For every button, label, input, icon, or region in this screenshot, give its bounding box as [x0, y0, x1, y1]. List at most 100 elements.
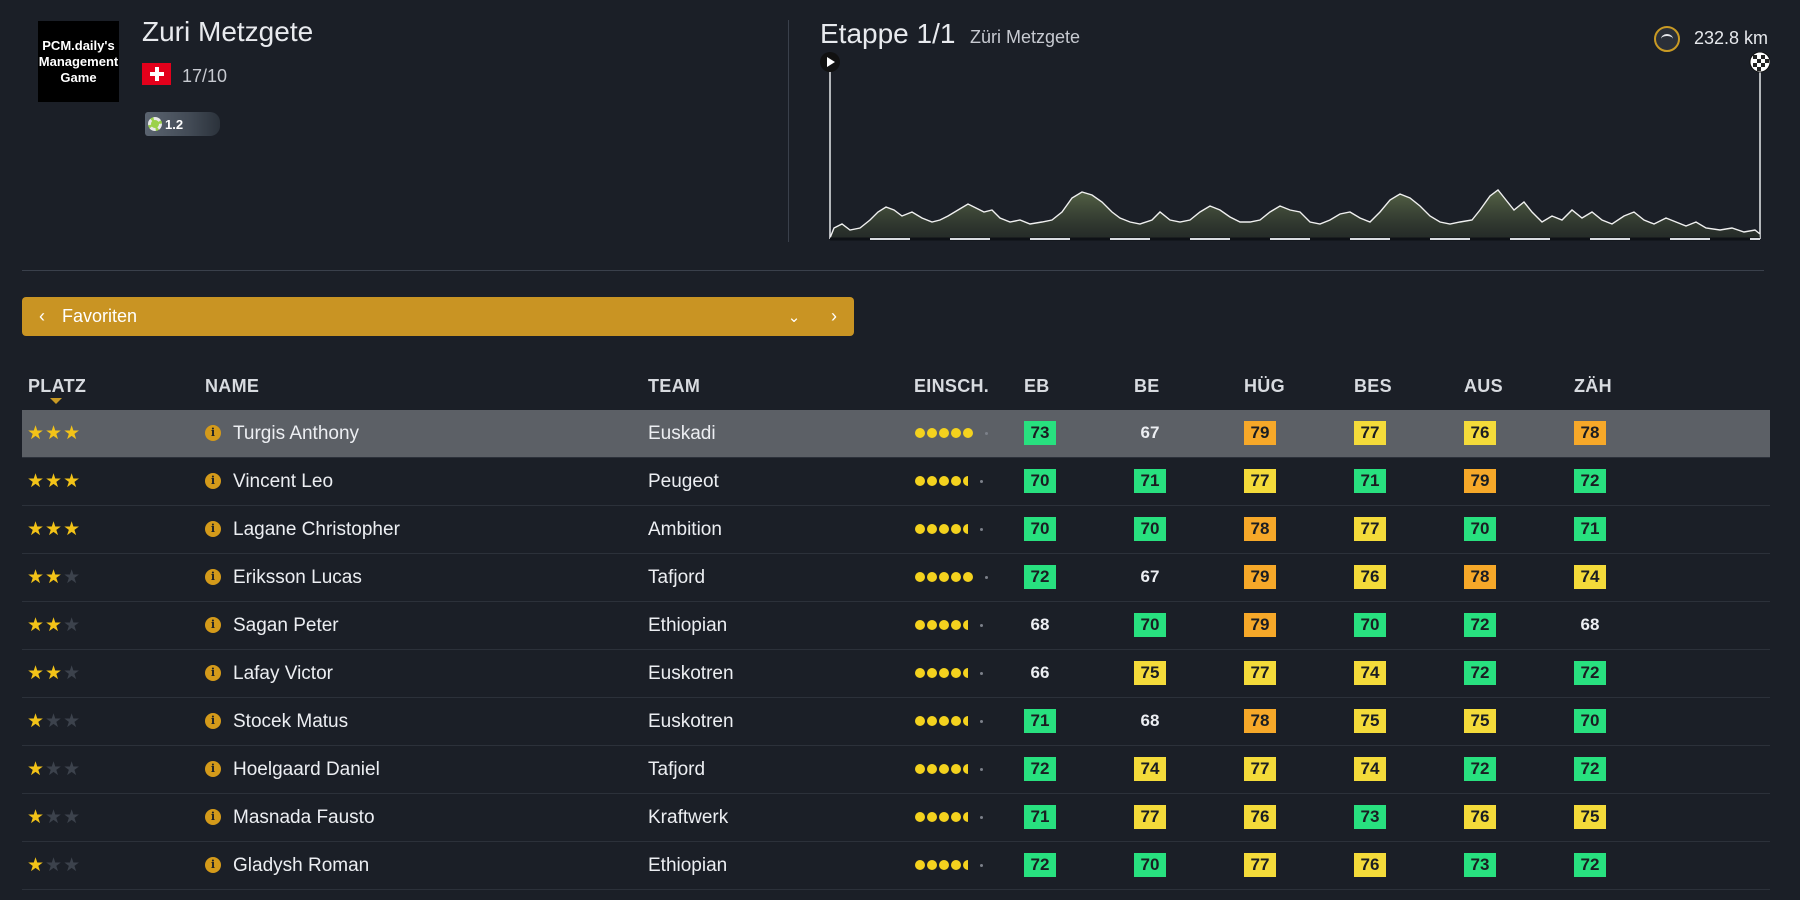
rider-name[interactable]: Lagane Christopher [233, 519, 400, 540]
filter-bar[interactable]: ‹ Favoriten ⌄ › [22, 297, 854, 336]
distance-icon [1654, 26, 1680, 52]
col-header-aus[interactable]: AUS [1464, 376, 1503, 396]
info-icon[interactable]: i [205, 665, 221, 681]
table-row[interactable]: ★★★ i Hoelgaard Daniel Tafjord 72 74 77 74 72 72 [22, 746, 1770, 794]
star-filled-icon: ★ [45, 471, 64, 492]
form-dot-icon [951, 476, 961, 486]
rating-stars: ★★★ [27, 664, 81, 684]
table-row[interactable]: ★★★ i Gladysh Roman Ethiopian 72 70 77 76 73 72 [22, 842, 1770, 890]
rider-name[interactable]: Turgis Anthony [233, 423, 360, 444]
form-half-dot-icon [963, 524, 968, 534]
form-dot-icon [951, 572, 961, 582]
logo-text: PCM.daily's Management Game [38, 37, 119, 85]
form-dot-icon [915, 860, 925, 870]
stat-cell-eb: 68 [1030, 615, 1050, 634]
stat-cell-aus: 72 [1464, 757, 1496, 781]
star-empty-icon: ★ [63, 759, 82, 780]
star-empty-icon: ★ [63, 663, 82, 684]
col-header-eb[interactable]: EB [1024, 376, 1050, 396]
rider-team: Euskadi [648, 423, 716, 444]
table-row[interactable]: ★★★ i Lagane Christopher Ambition 70 70 78 77 70… [22, 506, 1770, 554]
stat-cell-be: 70 [1134, 853, 1166, 877]
star-empty-icon: ★ [45, 759, 64, 780]
form-dot-icon [951, 812, 961, 822]
stat-cell-bes: 76 [1354, 565, 1386, 589]
stat-cell-zäh: 75 [1574, 805, 1606, 829]
star-filled-icon: ★ [63, 471, 82, 492]
table-row[interactable]: ★★★ i Turgis Anthony Euskadi 73 67 79 77 76 78 [22, 410, 1770, 458]
form-rating-dots [915, 571, 990, 583]
rider-name[interactable]: Vincent Leo [233, 471, 334, 492]
info-icon[interactable]: i [205, 857, 221, 873]
form-dot-icon [951, 716, 961, 726]
info-icon[interactable]: i [205, 473, 221, 489]
filter-next-button[interactable]: › [831, 306, 837, 326]
chevron-down-icon[interactable]: ⌄ [787, 308, 801, 326]
star-filled-icon: ★ [27, 567, 46, 588]
stat-cell-be: 68 [1140, 711, 1160, 730]
table-row[interactable]: ★★★ i Lafay Victor Euskotren 66 75 77 74 72 72 [22, 650, 1770, 698]
col-header-hug[interactable]: HÜG [1244, 376, 1285, 396]
info-icon[interactable]: i [205, 521, 221, 537]
race-category-badge: 1.2 [145, 112, 220, 136]
stat-cell-zäh: 78 [1574, 421, 1606, 445]
col-header-einsch[interactable]: EINSCH. [914, 376, 990, 396]
table-row[interactable]: ★★★ i Masnada Fausto Kraftwerk 71 77 76 73 76 75 [22, 794, 1770, 842]
rider-name[interactable]: Eriksson Lucas [233, 567, 362, 588]
form-dot-icon [927, 668, 937, 678]
info-icon[interactable]: i [205, 425, 221, 441]
form-dot-icon [939, 812, 949, 822]
form-dot-icon [915, 620, 925, 630]
rider-name[interactable]: Masnada Fausto [233, 807, 375, 828]
col-header-team[interactable]: TEAM [648, 376, 701, 396]
col-header-name[interactable]: NAME [205, 376, 260, 396]
info-icon[interactable]: i [205, 569, 221, 585]
table-row[interactable]: ★★★ i Vincent Leo Peugeot 70 71 77 71 79 72 [22, 458, 1770, 506]
rating-stars: ★★★ [27, 520, 81, 540]
col-header-zah[interactable]: ZÄH [1574, 376, 1612, 396]
stat-cell-eb: 66 [1030, 663, 1050, 682]
rider-team: Tafjord [648, 567, 706, 588]
info-icon[interactable]: i [205, 617, 221, 633]
info-icon[interactable]: i [205, 713, 221, 729]
rider-name[interactable]: Sagan Peter [233, 615, 339, 636]
stat-cell-be: 67 [1140, 567, 1160, 586]
profile-line [829, 189, 1761, 239]
stat-cell-be: 74 [1134, 757, 1166, 781]
form-rating-dots [915, 859, 985, 871]
stat-cell-aus: 72 [1464, 613, 1496, 637]
rider-name[interactable]: Lafay Victor [233, 663, 333, 684]
rider-name[interactable]: Stocek Matus [233, 711, 349, 732]
stage-subtitle: Züri Metzgete [970, 27, 1081, 47]
form-trend-dot-icon [980, 767, 983, 771]
stat-cell-eb: 71 [1024, 709, 1056, 733]
info-icon[interactable]: i [205, 761, 221, 777]
form-dot-icon [915, 812, 925, 822]
stat-cell-aus: 76 [1464, 421, 1496, 445]
form-dot-icon [951, 620, 961, 630]
col-header-be[interactable]: BE [1134, 376, 1160, 396]
rider-team: Tafjord [648, 759, 706, 780]
filter-prev-button[interactable]: ‹ [39, 306, 45, 326]
form-trend-dot-icon [985, 575, 988, 579]
col-header-bes[interactable]: BES [1354, 376, 1392, 396]
stat-cell-hüg: 77 [1244, 661, 1276, 685]
rider-name[interactable]: Gladysh Roman [233, 855, 370, 876]
star-filled-icon: ★ [45, 615, 64, 636]
info-icon[interactable]: i [205, 809, 221, 825]
category-icon [148, 117, 162, 131]
table-row[interactable]: ★★★ i Stocek Matus Euskotren 71 68 78 75 75 70 [22, 698, 1770, 746]
rider-team: Kraftwerk [648, 807, 729, 828]
form-half-dot-icon [963, 476, 968, 486]
stat-cell-aus: 70 [1464, 517, 1496, 541]
table-row[interactable]: ★★★ i Eriksson Lucas Tafjord 72 67 79 76 78 74 [22, 554, 1770, 602]
table-row[interactable]: ★★★ i Sagan Peter Ethiopian 68 70 79 70 72 68 [22, 602, 1770, 650]
form-dot-icon [927, 860, 937, 870]
stat-cell-hüg: 79 [1244, 613, 1276, 637]
stat-cell-bes: 73 [1354, 805, 1386, 829]
filter-label[interactable]: Favoriten [62, 306, 138, 326]
col-header-platz[interactable]: PLATZ [28, 376, 87, 396]
rating-stars: ★★★ [27, 424, 81, 444]
star-empty-icon: ★ [63, 567, 82, 588]
rider-name[interactable]: Hoelgaard Daniel [233, 759, 380, 780]
